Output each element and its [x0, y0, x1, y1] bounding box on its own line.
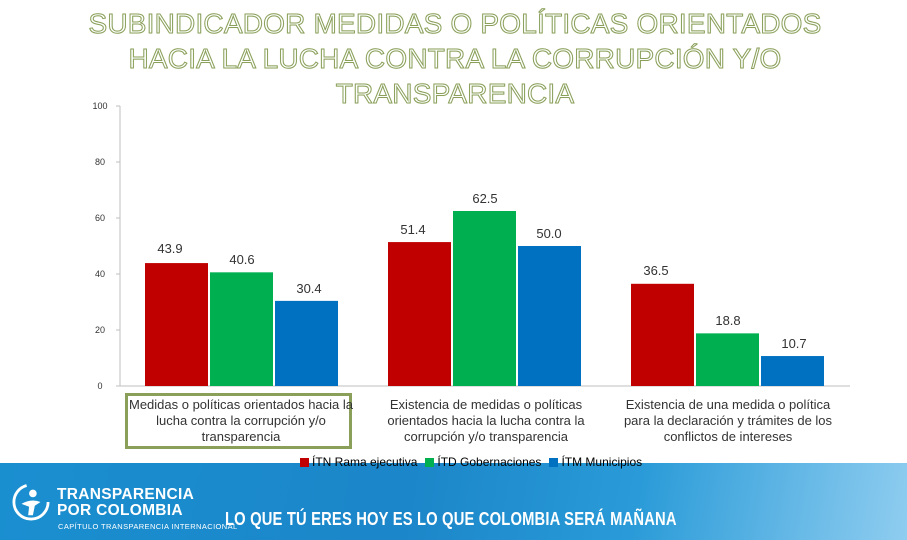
x-category-label-2-line-1: Existencia de medidas o políticas: [389, 397, 583, 412]
chart-title-line-3: TRANSPARENCIA: [335, 78, 575, 110]
y-tick-label-40: 40: [95, 269, 105, 279]
bar-3-3: [761, 356, 824, 386]
data-label-2-2: 62.5: [472, 191, 497, 206]
bar-2-2: [453, 211, 516, 386]
slogan: LO QUE TÚ ERES HOY ES LO QUE COLOMBIA SE…: [225, 509, 677, 529]
bar-3-2: [518, 246, 581, 386]
legend-swatch-1: [300, 457, 309, 467]
chart-title-line-1: SUBINDICADOR MEDIDAS O POLÍTICAS ORIENTA…: [88, 8, 822, 40]
data-label-3-1: 30.4: [296, 281, 321, 296]
legend-swatch-3: [549, 457, 559, 467]
legend-swatch-2: [425, 457, 435, 467]
x-category-label-3-line-2: para la declaración y trámites de los: [623, 413, 833, 428]
data-label-3-2: 50.0: [536, 226, 561, 241]
data-label-2-3: 18.8: [715, 313, 740, 328]
data-label-1-3: 36.5: [643, 263, 668, 278]
y-tick-label-100: 100: [92, 101, 107, 111]
legend-item-2: ÍTD Gobernaciones: [425, 455, 541, 469]
y-tick-label-80: 80: [95, 157, 105, 167]
x-category-label-1-line-3: transparencia: [201, 429, 281, 444]
bar-2-3: [696, 333, 759, 386]
x-category-label-2: Existencia de medidas o políticas orient…: [369, 397, 603, 445]
legend-item-1: ÍTN Rama ejecutiva: [300, 455, 417, 469]
category-highlight-box: [125, 393, 352, 449]
org-name: TRANSPARENCIA POR COLOMBIA: [57, 487, 194, 519]
org-subtitle: CAPÍTULO TRANSPARENCIA INTERNACIONAL: [58, 522, 238, 531]
data-label-3-3: 10.7: [781, 336, 806, 351]
bar-3-1: [275, 300, 338, 386]
y-tick-label-0: 0: [97, 381, 102, 391]
legend-label-1: ÍTN Rama ejecutiva: [312, 455, 418, 469]
legend: ÍTN Rama ejecutiva ÍTD Gobernaciones ÍTM…: [300, 454, 650, 470]
x-category-label-1: Medidas o políticas orientados hacia la …: [113, 397, 369, 445]
x-category-label-3-line-1: Existencia de una medida o política: [625, 397, 831, 412]
legend-item-3: ÍTM Municipios: [549, 455, 642, 469]
org-name-line-1: TRANSPARENCIA: [57, 486, 195, 503]
x-category-label-1-line-1: Medidas o políticas orientados hacia la: [128, 397, 354, 412]
x-category-label-2-line-3: corrupción y/o transparencia: [403, 429, 569, 444]
tpc-logo-icon: [12, 483, 50, 521]
x-category-label-2-line-2: orientados hacia la lucha contra la: [387, 413, 585, 428]
legend-label-2: ÍTD Gobernaciones: [437, 455, 542, 469]
footer-background: [0, 463, 907, 540]
y-tick-label-20: 20: [95, 325, 105, 335]
bar-1-3: [631, 283, 694, 386]
legend-label-3: ÍTM Municipios: [561, 455, 643, 469]
x-category-label-3-line-3: conflictos de intereses: [663, 429, 793, 444]
org-name-line-2: POR COLOMBIA: [57, 502, 183, 519]
bar-2-1: [210, 272, 273, 386]
chart-title-line-2: HACIA LA LUCHA CONTRA LA CORRUPCIÓN Y/O: [128, 43, 782, 75]
bar-1-2: [388, 242, 451, 386]
data-label-1-2: 51.4: [400, 222, 425, 237]
footer-banner: TRANSPARENCIA POR COLOMBIA CAPÍTULO TRAN…: [0, 463, 907, 540]
y-tick-label-60: 60: [95, 213, 105, 223]
data-label-1-1: 43.9: [157, 241, 182, 256]
bar-1-1: [145, 263, 208, 386]
x-category-label-1-line-2: lucha contra la corrupción y/o: [156, 413, 326, 428]
x-category-label-3: Existencia de una medida o política para…: [610, 397, 846, 445]
chart-title: SUBINDICADOR MEDIDAS O POLÍTICAS ORIENTA…: [40, 6, 870, 111]
data-label-2-1: 40.6: [229, 252, 254, 267]
